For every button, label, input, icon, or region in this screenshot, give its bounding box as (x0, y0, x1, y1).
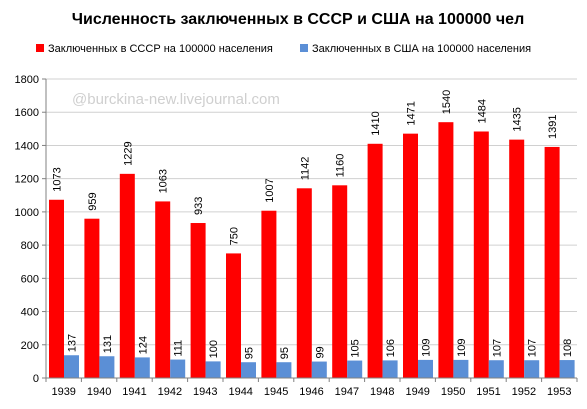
bar-usa-1945 (276, 362, 292, 378)
data-label-ussr-1951: 1484 (476, 99, 488, 123)
x-tick-label-1940: 1940 (87, 386, 111, 398)
bar-usa-1948 (382, 360, 398, 378)
data-label-usa-1942: 111 (173, 340, 185, 357)
y-tick-label: 1400 (15, 140, 39, 152)
data-label-ussr-1948: 1410 (370, 111, 382, 135)
data-label-ussr-1944: 750 (229, 227, 241, 245)
data-label-ussr-1949: 1471 (406, 101, 418, 125)
bar-usa-1940 (99, 356, 115, 378)
data-label-ussr-1946: 1142 (299, 157, 311, 181)
data-label-usa-1947: 105 (350, 339, 362, 357)
data-label-ussr-1945: 1007 (264, 178, 276, 202)
data-label-ussr-1943: 933 (193, 197, 205, 215)
x-tick-label-1952: 1952 (512, 386, 536, 398)
x-tick-label-1949: 1949 (405, 386, 429, 398)
data-label-usa-1939: 137 (67, 334, 79, 352)
data-label-ussr-1953: 1391 (547, 114, 559, 138)
x-tick-label-1939: 1939 (51, 386, 75, 398)
watermark-text: @burckina-new.livejournal.com (72, 91, 280, 108)
bar-usa-1944 (241, 362, 256, 378)
y-tick-label: 0 (33, 373, 39, 385)
legend-swatch-2 (300, 44, 308, 52)
x-axis: 1939 1940 1941 1942 1943 1944 1945 1946 1947 1948… (45, 377, 578, 398)
x-tick-label-1946: 1946 (299, 386, 323, 398)
x-tick-label-1951: 1951 (476, 386, 500, 398)
bar-ussr-1944 (226, 253, 241, 378)
bar-ussr-1951 (473, 131, 489, 378)
bar-usa-1941 (134, 357, 150, 378)
data-label-ussr-1939: 1073 (52, 167, 64, 191)
y-tick-label: 800 (21, 240, 39, 252)
bar-ussr-1947 (332, 185, 348, 378)
bar-ussr-1945 (261, 210, 277, 378)
bar-ussr-1942 (155, 201, 171, 378)
bar-usa-1942 (170, 359, 186, 378)
x-tick-label-1945: 1945 (264, 386, 288, 398)
data-label-usa-1945: 95 (279, 347, 291, 359)
bar-ussr-1943 (190, 223, 206, 378)
data-label-usa-1941: 124 (137, 336, 149, 354)
bar-usa-1946 (311, 361, 327, 378)
bar-usa-1952 (524, 360, 540, 378)
bar-ussr-1952 (509, 139, 525, 378)
y-tick-label: 600 (21, 273, 39, 285)
data-label-usa-1951: 107 (491, 339, 503, 357)
bar-usa-1953 (559, 360, 575, 378)
bar-ussr-1939 (49, 199, 64, 378)
data-label-usa-1946: 99 (314, 346, 326, 358)
bar-ussr-1948 (367, 143, 383, 378)
x-tick-label-1948: 1948 (370, 386, 394, 398)
y-tick-label: 400 (21, 307, 39, 319)
bars: 1073 137 959 131 1229 124 1063 111 933 100 750 95 10… (49, 90, 575, 378)
bar-ussr-1940 (84, 218, 100, 378)
data-label-usa-1950: 109 (456, 339, 468, 357)
bar-ussr-1941 (119, 173, 135, 378)
bar-ussr-1949 (403, 133, 418, 378)
bar-usa-1947 (347, 360, 363, 378)
data-label-usa-1948: 106 (385, 339, 397, 357)
x-tick-label-1950: 1950 (441, 386, 465, 398)
data-label-usa-1953: 108 (562, 339, 574, 357)
x-tick-label-1941: 1941 (122, 386, 146, 398)
legend: Заключенных в СССР на 100000 населения За… (36, 43, 531, 55)
x-tick-label-1947: 1947 (335, 386, 359, 398)
legend-label-2: Заключенных в США на 100000 населения (312, 43, 531, 55)
bar-usa-1951 (488, 360, 504, 378)
data-label-ussr-1941: 1229 (122, 141, 134, 165)
data-label-usa-1943: 100 (208, 340, 220, 358)
bar-ussr-1950 (438, 122, 454, 378)
data-label-usa-1949: 109 (421, 339, 433, 357)
bar-usa-1943 (205, 361, 221, 378)
y-tick-label: 200 (21, 340, 39, 352)
data-label-ussr-1942: 1063 (158, 169, 170, 193)
data-label-ussr-1940: 959 (87, 192, 99, 210)
bar-ussr-1953 (544, 146, 560, 378)
legend-swatch-1 (36, 44, 44, 52)
legend-label-1: Заключенных в СССР на 100000 населения (48, 43, 273, 55)
y-tick-label: 1800 (15, 74, 39, 86)
data-label-ussr-1952: 1435 (512, 107, 524, 131)
data-label-usa-1944: 95 (244, 347, 256, 359)
bar-ussr-1946 (296, 188, 312, 378)
x-tick-label-1953: 1953 (547, 386, 571, 398)
y-tick-label: 1000 (15, 207, 39, 219)
y-axis: 0 200 400 600 800 1000 1200 1400 1600 1800 (15, 74, 47, 385)
data-label-ussr-1947: 1160 (335, 154, 347, 178)
x-tick-label-1944: 1944 (228, 386, 252, 398)
data-label-usa-1940: 131 (102, 335, 114, 353)
y-tick-label: 1200 (15, 174, 39, 186)
bar-usa-1939 (64, 355, 79, 378)
x-tick-label-1943: 1943 (193, 386, 217, 398)
chart-title: Численность заключенных в СССР и США на … (72, 11, 525, 28)
y-tick-label: 1600 (15, 107, 39, 119)
data-label-usa-1952: 107 (527, 339, 539, 357)
bar-usa-1949 (418, 359, 433, 378)
bar-usa-1950 (453, 359, 469, 378)
data-label-ussr-1950: 1540 (441, 90, 453, 114)
x-tick-label-1942: 1942 (158, 386, 182, 398)
